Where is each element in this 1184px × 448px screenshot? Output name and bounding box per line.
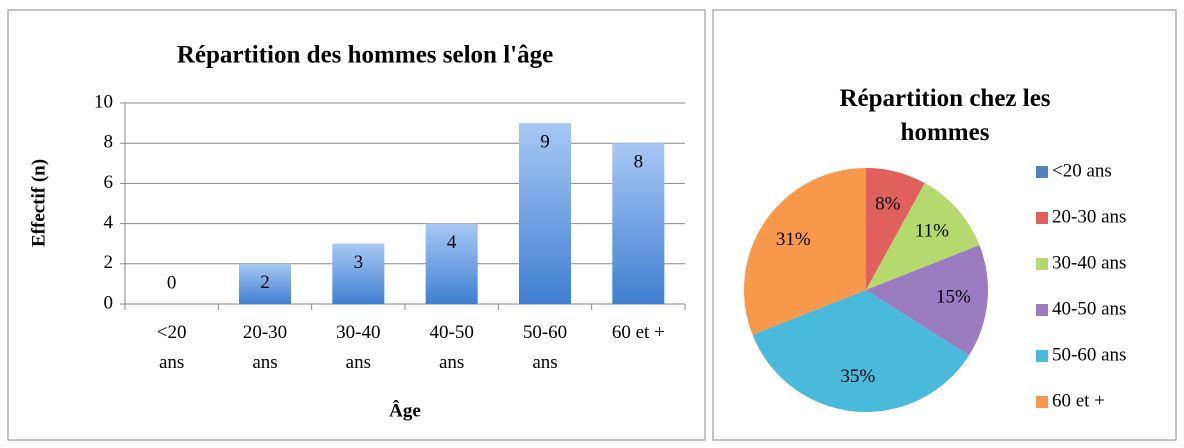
data-label: 31% [776,229,811,250]
x-axis-title: Âge [389,399,421,421]
bar [239,263,291,304]
data-label: 4 [447,232,457,253]
x-tick-label: 40-50 ans [430,322,474,373]
legend-swatch [1036,396,1048,408]
chart-title: Répartition des hommes selon l'âge [177,42,553,69]
y-tick-label: 0 [104,292,114,313]
legend-swatch [1036,212,1048,224]
data-label: 15% [936,287,971,308]
data-label: 35% [840,366,875,387]
pie-slice [866,245,988,356]
x-tick-label: <20 ans [157,322,187,373]
legend-label: 40-50 ans [1052,298,1126,319]
y-tick-label: 6 [104,172,114,193]
y-axis-title: Effectif (n) [28,159,49,247]
pie-slice [752,290,970,412]
legend-label: <20 ans [1052,160,1112,181]
data-label: 8 [634,152,644,173]
bar [519,123,571,304]
x-tick-label: 30-40 ans [336,322,380,373]
legend-swatch [1036,304,1048,316]
bar [425,223,478,304]
bar-chart-frame [7,9,706,441]
legend-swatch [1036,258,1048,270]
legend-label: 50-60 ans [1052,344,1126,365]
pie-slice [744,168,866,335]
data-label: 0 [167,272,177,293]
bar [332,243,385,304]
legend-label: 30-40 ans [1052,252,1126,273]
data-label: 9 [540,131,550,152]
legend-swatch [1036,350,1048,362]
legend-swatch [1036,166,1048,178]
data-label: 8% [875,193,901,214]
legend-label: 60 et + [1052,390,1105,411]
y-tick-label: 8 [104,132,114,153]
y-tick-label: 4 [104,212,114,233]
x-tick-label: 20-30 ans [243,322,287,373]
data-label: 11% [915,220,949,241]
data-label: 2 [260,272,270,293]
y-tick-label: 10 [94,91,113,112]
pie-slice [866,168,925,290]
pie-slice [866,183,980,290]
x-tick-label: 60 et + [612,322,665,343]
x-tick-label: 50-60 ans [523,322,567,373]
y-tick-label: 2 [104,252,114,273]
legend-label: 20-30 ans [1052,206,1126,227]
data-label: 3 [354,252,364,273]
chart-title: Répartition chez les hommes [839,85,1050,146]
bar [612,143,665,304]
